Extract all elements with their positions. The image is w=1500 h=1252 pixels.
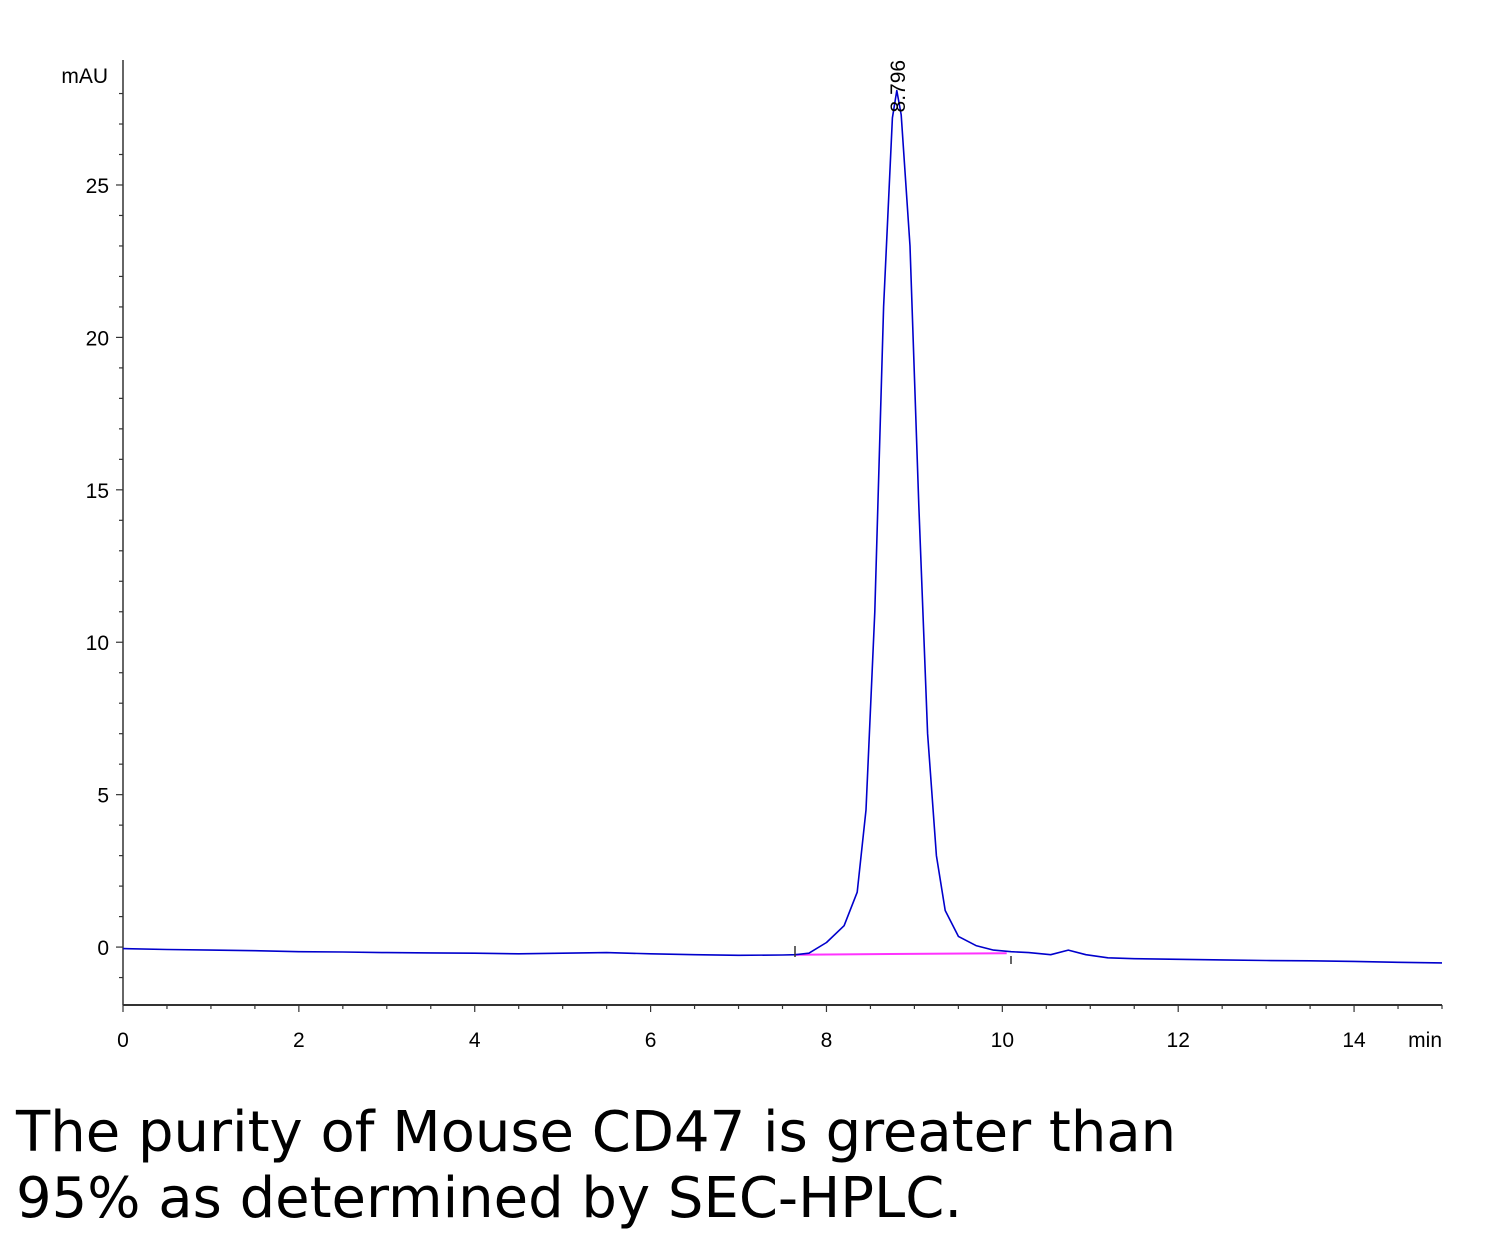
x-tick-label: 0: [117, 1029, 129, 1052]
x-tick-label: 4: [469, 1029, 481, 1052]
x-axis-label: min: [1408, 1029, 1442, 1052]
y-tick-label: 5: [97, 785, 109, 808]
x-tick-label: 10: [991, 1029, 1014, 1052]
peak-label: 8.796: [887, 60, 910, 113]
chromatogram-trace: [122, 89, 1443, 964]
y-tick-label: 10: [86, 632, 109, 655]
series-layer: [122, 89, 1443, 964]
caption-line-2: 95% as determined by SEC-HPLC.: [16, 1166, 963, 1231]
y-axis-ticks: 0 5 10 15 20 25: [86, 92, 123, 979]
x-tick-label: 14: [1342, 1029, 1366, 1052]
x-tick-label: 8: [821, 1029, 833, 1052]
x-tick-label: 6: [645, 1029, 657, 1052]
x-tick-label: 12: [1167, 1029, 1190, 1052]
y-axis-label: mAU: [61, 65, 108, 88]
x-axis-ticks: 0 2 4 6 8 10 12 14: [117, 1005, 1443, 1052]
x-tick-label: 2: [293, 1029, 305, 1052]
y-tick-label: 15: [86, 480, 109, 503]
chromatogram-chart: 0 5 10 15 20 25 0 2 4 6 8 10 12 14 mAU min 8.796: [61, 60, 1443, 1052]
integration-baseline: [795, 952, 1007, 956]
y-tick-label: 20: [86, 327, 109, 350]
caption-line-1: The purity of Mouse CD47 is greater than: [16, 1100, 1177, 1165]
caption: The purity of Mouse CD47 is greater than…: [16, 1100, 1476, 1232]
y-tick-label: 25: [86, 175, 109, 198]
y-tick-label: 0: [97, 937, 109, 960]
